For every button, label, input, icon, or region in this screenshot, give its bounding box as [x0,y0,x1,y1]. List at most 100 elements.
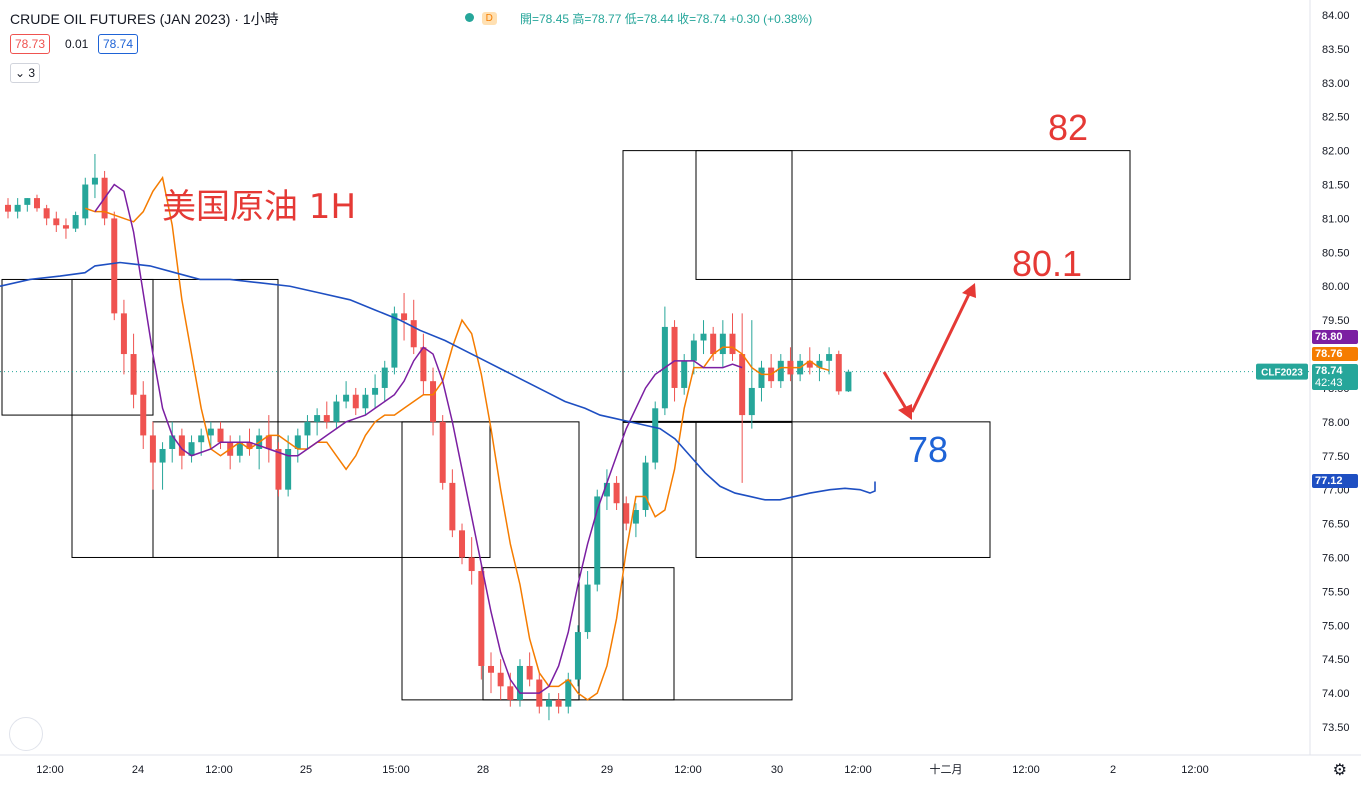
market-status-icon[interactable]: D [465,9,497,25]
settings-gear-icon[interactable]: ⚙ [1332,762,1347,779]
candle-body [120,313,127,355]
candle-body [449,482,456,531]
candle [381,360,388,402]
candle-body [410,320,417,348]
candle [323,401,330,429]
symbol-tag: CLF2023 [1256,363,1308,380]
spread-value: 0.01 [65,37,89,51]
candle [623,496,630,531]
candle-body [555,699,562,707]
candle-body [488,665,494,673]
y-tick-label: 79.50 [1322,315,1350,327]
candle-body [178,435,185,456]
candle-body [729,333,736,355]
candle-body [343,394,350,402]
candle-body [285,448,292,490]
candle [845,369,852,393]
candle-body [53,218,60,226]
candle [314,408,321,436]
candle [372,374,379,409]
candle [343,381,350,409]
candle [188,435,195,463]
candle-body [372,387,379,395]
candle [82,177,89,226]
candle [488,652,494,694]
candle [555,693,562,714]
indicator-toggle[interactable]: ⌄ 3 [10,63,41,83]
candle-body [265,435,272,449]
candle-body [806,360,813,368]
arrow-up-head [962,283,976,298]
candle-body [362,394,369,409]
candle [217,421,224,449]
scroll-button[interactable] [9,717,43,751]
ohlc-readout: 開=78.45 高=78.77 低=78.44 收=78.74 +0.30 (+… [520,12,813,26]
y-tick-label: 74.50 [1322,654,1350,666]
candle [304,415,311,449]
candle-body [14,204,21,212]
x-tick-label: 12:00 [1012,764,1040,776]
candle [748,320,755,429]
candle [739,313,746,483]
candle-body [140,394,147,436]
zone-a [1,278,154,416]
y-tick-label: 83.50 [1322,44,1350,56]
candle [700,320,707,355]
y-tick-label: 76.00 [1322,552,1350,564]
candle [169,421,176,463]
y-tick-label: 81.00 [1322,213,1350,225]
candle [468,537,475,585]
candle [275,442,282,497]
candle-body [739,354,746,416]
candle-body [545,699,552,707]
candle-body [671,326,678,388]
x-tick-label: 12:00 [36,764,64,776]
candle-body [381,367,388,388]
candle-body [391,313,398,368]
candle [439,415,446,490]
x-tick-label: 30 [771,764,783,776]
candle [130,333,137,409]
y-tick-label: 73.50 [1322,722,1350,734]
candle [140,381,147,449]
candle [5,198,11,219]
arrow-down-head [898,404,912,420]
candle [719,320,726,368]
x-tick-label: 25 [300,764,312,776]
target-high-label: 82 [1048,107,1088,148]
candle [516,659,523,707]
candle-body [323,415,330,422]
ask-price[interactable]: 78.74 [98,34,139,54]
candle-body [420,347,427,382]
symbol-tag-bg [1256,363,1308,380]
candle-body [710,333,717,355]
candle [459,523,466,565]
candle-body [516,665,523,700]
candle [497,659,504,700]
candle-body [82,184,89,219]
candle [62,218,69,239]
candle [835,350,842,395]
candle [478,564,485,680]
candle-body [333,401,340,422]
candle [294,428,301,463]
candle-body [584,584,591,633]
bid-price[interactable]: 78.73 [10,34,51,54]
candle-body [207,428,214,436]
candle-body [217,428,224,443]
candle-body [681,360,688,388]
candle [526,652,533,687]
y-tick-label: 82.00 [1322,146,1350,158]
status-dot-icon [465,13,474,23]
candle-body [130,354,137,395]
candle [768,354,775,388]
y-tick-label: 74.00 [1322,688,1350,700]
candle-body [690,340,697,361]
candle-body [816,360,823,368]
x-tick-label: 12:00 [844,764,872,776]
candle-body [24,198,31,205]
candle [449,469,456,538]
candle [758,360,765,402]
symbol-title[interactable]: CRUDE OIL FUTURES (JAN 2023) · 1小時 [10,11,279,27]
